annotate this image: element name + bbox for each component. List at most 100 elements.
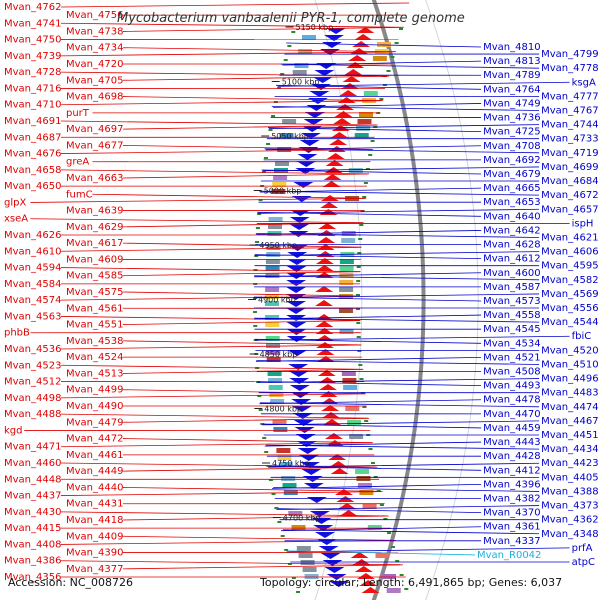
cog-block	[362, 504, 377, 509]
gene-label-right: Mvan_4474	[541, 402, 598, 413]
gc-skew-mark	[287, 563, 292, 565]
gene-label-right: Mvan_4699	[541, 162, 598, 173]
gene-label-left: Mvan_4386	[4, 556, 61, 567]
cog-block	[276, 448, 291, 453]
gc-skew-mark	[390, 56, 395, 58]
gene-label-left: Mvan_4356	[4, 572, 61, 583]
gc-skew-mark	[386, 70, 391, 72]
gene-label-right: prfA	[572, 543, 593, 554]
gc-skew-mark	[296, 591, 300, 593]
reverse-strand-gene	[330, 132, 349, 138]
gc-skew-mark	[262, 437, 267, 439]
gene-label-left: Mvan_4585	[66, 271, 123, 282]
gene-label-left: Mvan_4574	[4, 295, 61, 306]
gene-label-left: Mvan_4563	[4, 311, 61, 322]
gene-label-right: Mvan_4657	[541, 204, 598, 215]
gene-label-left: Mvan_4430	[4, 507, 61, 518]
kbp-label: 4900 kbp	[258, 296, 296, 305]
gene-label-left: Mvan_4756	[66, 10, 123, 21]
gc-skew-mark	[360, 210, 365, 212]
forward-strand-gene	[307, 98, 328, 104]
cog-block	[356, 126, 371, 131]
gene-label-left: Mvan_4490	[66, 401, 123, 412]
label-connector	[60, 442, 373, 448]
kbp-label: 4850 kbp	[260, 350, 298, 359]
cog-block	[266, 252, 281, 257]
gc-skew-mark	[357, 350, 362, 352]
gene-label-right: Mvan_4606	[541, 247, 598, 258]
map-title: Mycobacterium vanbaalenii PYR-1, complet…	[117, 11, 465, 26]
cog-block	[304, 574, 319, 579]
forward-strand-gene	[304, 112, 325, 118]
gene-label-right: Mvan_4587	[483, 282, 540, 293]
gene-label-left: purT	[66, 108, 90, 119]
forward-strand-gene	[292, 413, 313, 419]
gene-label-left: Mvan_4762	[4, 2, 61, 13]
gc-skew-mark	[356, 308, 360, 310]
gene-label-right: Mvan_4799	[541, 49, 598, 60]
label-connector	[60, 149, 372, 154]
gene-label-right: Mvan_4749	[483, 98, 540, 109]
gene-label-left: Mvan_4523	[4, 360, 61, 371]
cog-block	[272, 182, 287, 187]
forward-strand-gene	[286, 301, 306, 307]
gc-skew-mark	[268, 479, 273, 481]
gene-label-right: Mvan_4744	[541, 120, 598, 131]
cog-block	[298, 49, 313, 54]
reverse-strand-gene	[320, 202, 339, 208]
label-connector	[60, 2, 410, 8]
forward-strand-gene	[286, 329, 307, 335]
label-connector	[60, 100, 382, 106]
gene-label-left: Mvan_4663	[66, 173, 123, 184]
cog-block	[269, 392, 284, 397]
forward-strand-gene	[286, 266, 307, 272]
label-connector	[253, 296, 482, 302]
label-connector	[122, 173, 369, 179]
gene-label-left: Mvan_4513	[66, 368, 123, 379]
gene-label-right: Mvan_4569	[541, 289, 598, 300]
gene-label-left: Mvan_4479	[66, 417, 123, 428]
label-connector	[60, 413, 368, 419]
label-connector	[256, 360, 540, 365]
gc-skew-mark	[364, 420, 369, 422]
label-connector	[273, 487, 540, 492]
cog-block	[372, 56, 387, 61]
gc-skew-mark	[291, 31, 296, 33]
gene-label-left: Mvan_4538	[66, 336, 123, 347]
gene-label-right: Mvan_4595	[541, 261, 598, 272]
gene-label-right: Mvan_4470	[483, 409, 540, 420]
label-connector	[268, 462, 540, 468]
label-connector	[255, 233, 540, 238]
gene-label-left: Mvan_4739	[4, 51, 61, 62]
cog-block	[277, 455, 292, 460]
gene-label-right: Mvan_4396	[483, 479, 540, 490]
gc-skew-mark	[356, 336, 361, 338]
gc-skew-mark	[257, 395, 262, 397]
cog-block	[294, 63, 309, 68]
gene-label-left: glpX	[4, 197, 26, 208]
gene-label-right: atpC	[572, 557, 595, 568]
gene-label-left: Mvan_4594	[4, 263, 61, 274]
gc-skew-mark	[371, 462, 375, 464]
label-connector	[60, 316, 361, 321]
gene-label-right: Mvan_4434	[541, 444, 598, 455]
gene-label-left: Mvan_4524	[66, 352, 123, 363]
cog-block	[375, 553, 390, 558]
forward-strand-gene	[286, 308, 306, 314]
cog-block	[270, 399, 285, 404]
gene-label-right: Mvan_4679	[483, 169, 540, 180]
label-connector	[122, 96, 384, 101]
forward-strand-gene	[292, 406, 312, 412]
forward-strand-gene	[315, 532, 335, 538]
gc-skew-mark	[356, 294, 360, 296]
cog-block	[268, 385, 283, 390]
label-connector	[282, 529, 540, 535]
cog-block	[302, 567, 317, 572]
gene-label-right: Mvan_4621	[541, 233, 598, 244]
label-connector	[122, 535, 394, 541]
kbp-label: 5100 kbp	[282, 78, 320, 87]
reverse-strand-gene	[315, 321, 334, 327]
label-connector	[122, 564, 404, 570]
gene-label-right: Mvan_4764	[483, 84, 540, 95]
